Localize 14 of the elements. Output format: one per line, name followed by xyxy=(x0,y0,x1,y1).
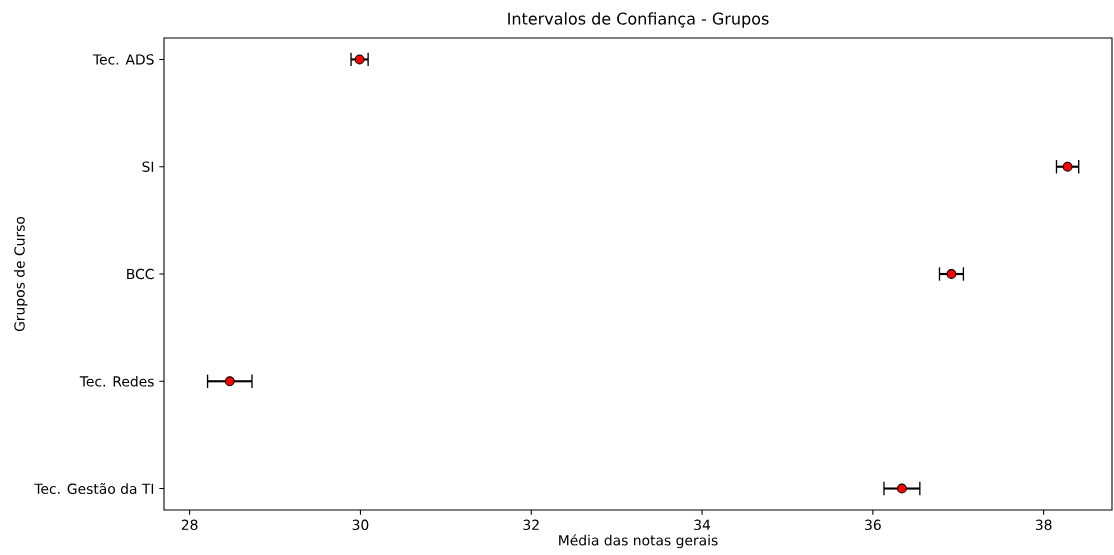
x-tick-label: 38 xyxy=(1035,519,1052,531)
x-tick-label: 30 xyxy=(352,519,369,531)
y-tick-label: Tec. Gestão da TI xyxy=(34,483,154,495)
chart-title: Intervalos de Confiança - Grupos xyxy=(508,12,769,28)
y-tick-label: Tec. Redes xyxy=(79,375,154,387)
x-tick-label: 34 xyxy=(694,519,711,531)
x-axis-title: Média das notas gerais xyxy=(559,534,718,549)
x-tick-label: 36 xyxy=(865,519,881,531)
x-tick-label: 28 xyxy=(181,519,198,531)
y-tick-label: BCC xyxy=(127,268,154,280)
y-axis-title: Grupos de Curso xyxy=(14,216,28,332)
y-tick-label: SI xyxy=(142,161,154,172)
x-tick-label: 32 xyxy=(523,519,539,531)
y-tick-label: Tec. ADS xyxy=(92,54,154,65)
